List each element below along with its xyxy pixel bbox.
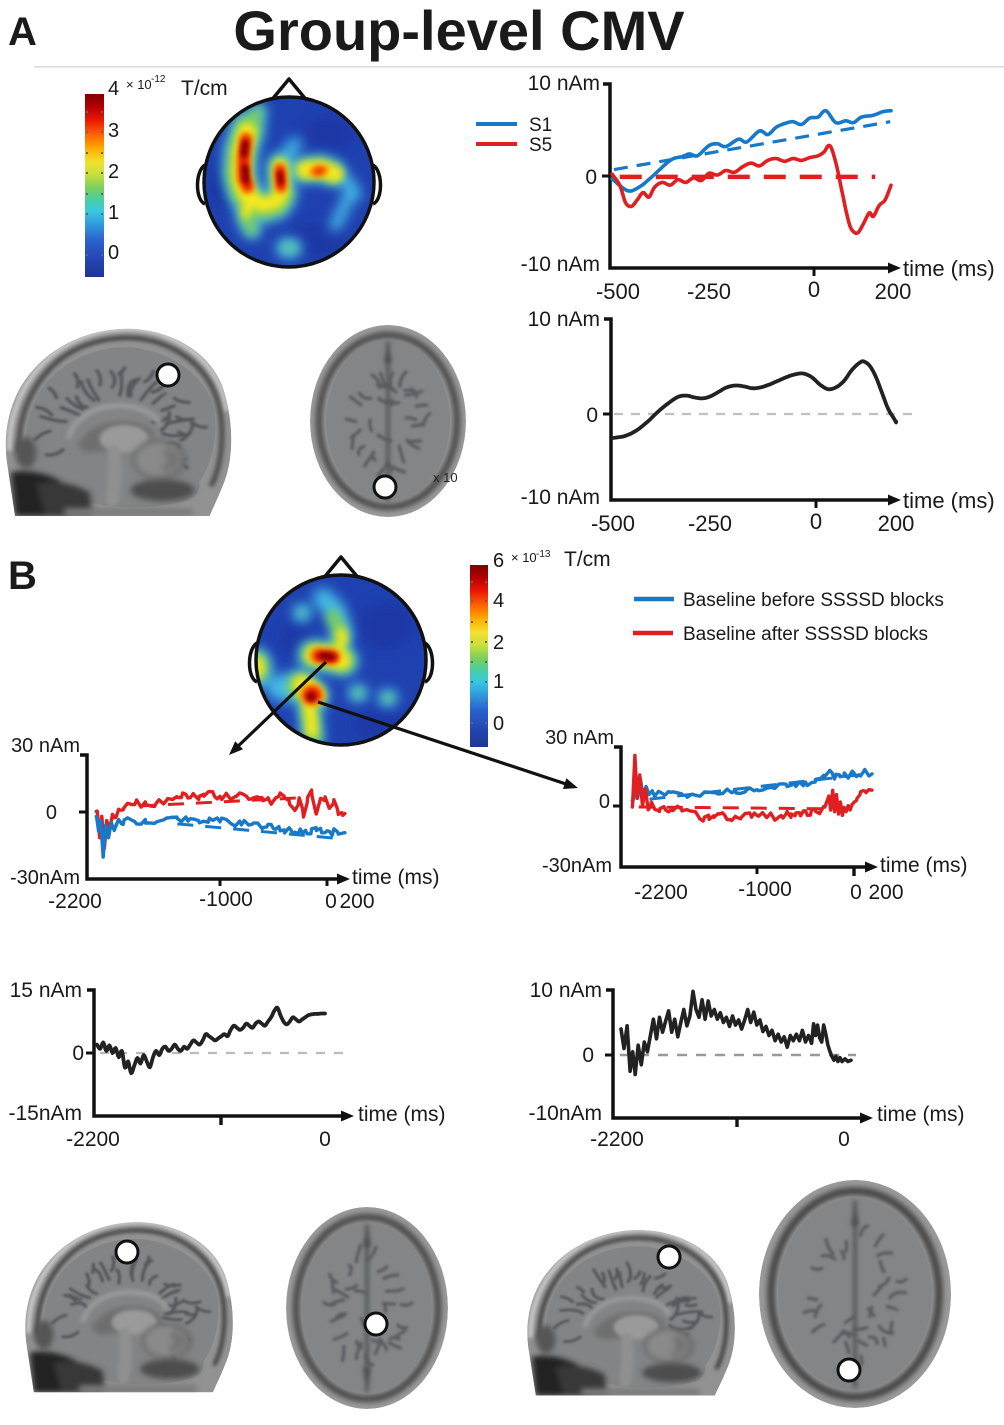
svg-text:-30nAm: -30nAm: [542, 855, 612, 877]
svg-text:0: 0: [810, 509, 822, 534]
svg-text:-15nAm: -15nAm: [8, 1102, 82, 1125]
svg-text:A: A: [8, 10, 37, 54]
svg-text:x 10: x 10: [433, 470, 458, 485]
svg-text:0: 0: [850, 881, 862, 904]
svg-text:-250: -250: [688, 511, 732, 536]
svg-text:0: 0: [108, 242, 119, 264]
svg-text:S5: S5: [529, 135, 552, 156]
svg-text:time (ms): time (ms): [903, 488, 995, 513]
svg-text:0: 0: [599, 791, 610, 813]
svg-text:10 nAm: 10 nAm: [530, 979, 602, 1002]
svg-text:10 nAm: 10 nAm: [528, 308, 600, 331]
svg-text:time (ms): time (ms): [358, 1103, 446, 1126]
svg-text:-1000: -1000: [738, 878, 792, 901]
svg-text:3: 3: [108, 120, 119, 142]
svg-text:-500: -500: [596, 279, 640, 304]
svg-text:0: 0: [582, 1044, 594, 1067]
svg-text:200: 200: [875, 279, 912, 304]
svg-text:10 nAm: 10 nAm: [528, 72, 600, 95]
svg-text:time (ms): time (ms): [877, 1103, 965, 1126]
svg-text:0: 0: [586, 404, 598, 427]
svg-text:0: 0: [325, 890, 337, 913]
svg-text:30 nAm: 30 nAm: [545, 727, 614, 749]
svg-text:-10nAm: -10nAm: [528, 1102, 602, 1125]
svg-text:15 nAm: 15 nAm: [10, 979, 82, 1002]
svg-text:200: 200: [878, 511, 915, 536]
svg-text:-2200: -2200: [634, 881, 688, 904]
svg-text:-1000: -1000: [199, 888, 253, 911]
svg-text:× 10: × 10: [126, 77, 152, 92]
svg-text:-2200: -2200: [48, 890, 102, 913]
svg-text:4: 4: [493, 590, 504, 612]
svg-text:6: 6: [493, 550, 504, 572]
svg-text:-2200: -2200: [590, 1128, 644, 1151]
svg-text:-30nAm: -30nAm: [10, 867, 80, 889]
svg-text:Baseline after SSSSD blocks: Baseline after SSSSD blocks: [683, 624, 928, 645]
svg-text:0: 0: [46, 802, 57, 824]
svg-text:-10 nAm: -10 nAm: [521, 486, 600, 509]
svg-text:0: 0: [585, 166, 597, 189]
svg-text:T/cm: T/cm: [181, 77, 228, 100]
svg-text:30 nAm: 30 nAm: [11, 735, 80, 757]
svg-text:time (ms): time (ms): [903, 256, 995, 281]
svg-text:0: 0: [319, 1128, 331, 1151]
svg-text:200: 200: [868, 881, 903, 904]
svg-text:0: 0: [72, 1042, 84, 1065]
svg-text:2: 2: [493, 632, 504, 654]
svg-text:time (ms): time (ms): [880, 854, 968, 877]
svg-text:0: 0: [808, 277, 820, 302]
svg-text:-500: -500: [591, 511, 635, 536]
svg-text:Group-level CMV: Group-level CMV: [233, 0, 684, 62]
svg-text:-2200: -2200: [66, 1128, 120, 1151]
svg-text:-13: -13: [536, 549, 551, 560]
svg-text:-12: -12: [151, 74, 166, 85]
svg-text:1: 1: [493, 671, 504, 693]
svg-text:-250: -250: [687, 279, 731, 304]
svg-text:S1: S1: [529, 115, 552, 136]
svg-text:-10 nAm: -10 nAm: [521, 253, 600, 276]
svg-text:1: 1: [108, 202, 119, 224]
svg-text:2: 2: [108, 161, 119, 183]
svg-text:Baseline before SSSSD blocks: Baseline before SSSSD blocks: [683, 590, 944, 611]
svg-text:4: 4: [108, 78, 119, 100]
svg-text:200: 200: [339, 890, 374, 913]
svg-text:0: 0: [493, 713, 504, 735]
svg-text:× 10: × 10: [511, 550, 537, 565]
svg-text:T/cm: T/cm: [564, 548, 611, 571]
svg-text:B: B: [8, 554, 37, 598]
svg-text:0: 0: [838, 1128, 850, 1151]
svg-text:time (ms): time (ms): [352, 866, 440, 889]
